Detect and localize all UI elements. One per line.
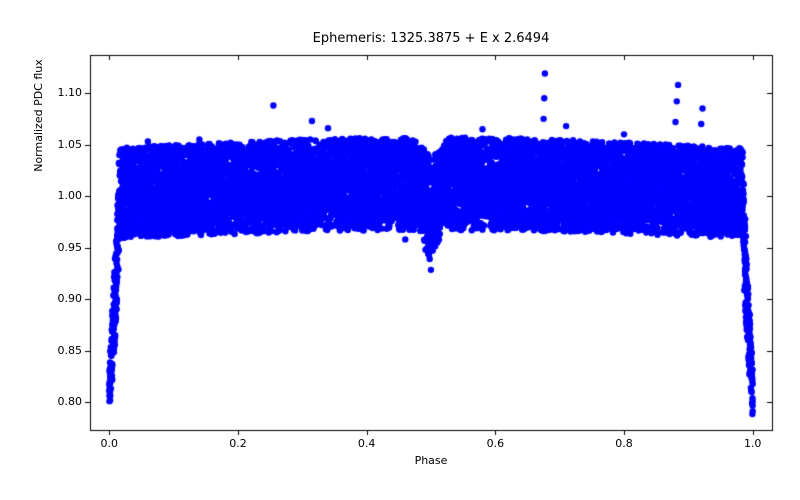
- y-tick-label: 0.80: [58, 395, 83, 408]
- y-tick-label: 1.05: [58, 138, 83, 151]
- chart-title: Ephemeris: 1325.3875 + E x 2.6494: [90, 31, 772, 46]
- x-tick-label: 0.2: [226, 437, 250, 450]
- light-curve-scatter: [0, 0, 800, 500]
- x-tick-label: 1.0: [741, 437, 765, 450]
- y-axis-label: Normalized PDC flux: [32, 0, 45, 303]
- x-tick-label: 0.0: [97, 437, 121, 450]
- chart-container: Ephemeris: 1325.3875 + E x 2.6494 Phase …: [0, 0, 800, 500]
- x-tick-label: 0.8: [612, 437, 636, 450]
- y-tick-label: 0.85: [58, 344, 83, 357]
- y-tick-label: 1.10: [58, 86, 83, 99]
- x-tick-label: 0.4: [355, 437, 379, 450]
- x-tick-label: 0.6: [483, 437, 507, 450]
- x-axis-label: Phase: [90, 454, 772, 467]
- y-tick-label: 1.00: [58, 189, 83, 202]
- y-tick-label: 0.95: [58, 241, 83, 254]
- y-tick-label: 0.90: [58, 292, 83, 305]
